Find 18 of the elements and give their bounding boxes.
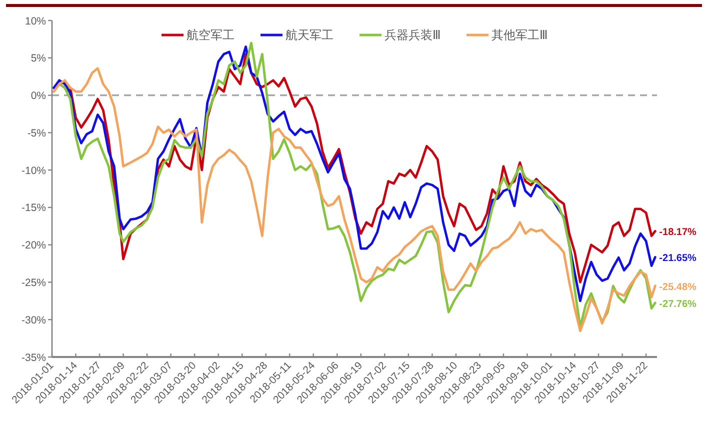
y-tick-label: -35%	[21, 352, 46, 364]
y-tick-label: -25%	[21, 277, 46, 290]
y-tick-label: -15%	[21, 202, 46, 214]
value-label: -21.65%	[659, 253, 696, 264]
y-tick-label: 10%	[24, 15, 46, 28]
value-label: -27.76%	[659, 298, 696, 310]
y-tick-label: -30%	[21, 314, 46, 326]
legend-label: 航天军工	[286, 28, 334, 42]
legend-label: 其他军工Ⅲ	[492, 28, 548, 42]
y-tick-label: -5%	[27, 127, 46, 140]
value-label: -18.17%	[659, 227, 696, 238]
y-tick-label: 0%	[30, 90, 46, 102]
legend-label: 兵器兵装Ⅲ	[384, 28, 440, 42]
y-tick-label: -20%	[21, 240, 46, 252]
legend-label: 航空军工	[186, 28, 234, 42]
y-tick-label: 5%	[30, 52, 46, 65]
value-label: -25.48%	[659, 282, 696, 293]
y-tick-label: -10%	[21, 164, 46, 177]
